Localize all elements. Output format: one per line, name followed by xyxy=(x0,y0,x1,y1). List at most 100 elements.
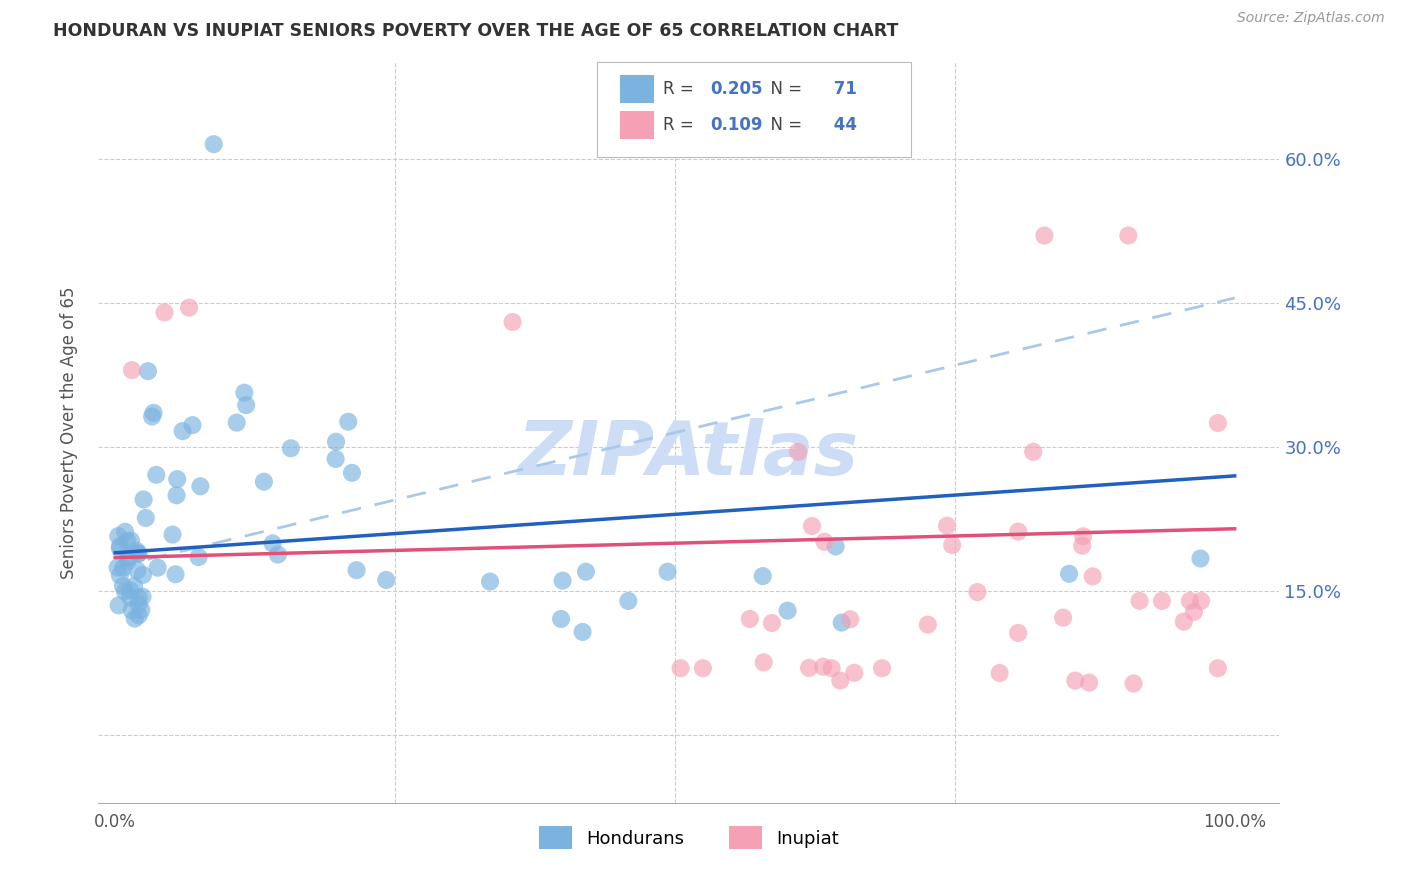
Point xyxy=(117,554,139,568)
Point xyxy=(830,673,852,688)
Point xyxy=(551,574,574,588)
Point xyxy=(121,603,143,617)
Point xyxy=(107,560,129,574)
Point xyxy=(1150,594,1173,608)
Point xyxy=(120,533,142,548)
Point xyxy=(128,608,150,623)
Point xyxy=(132,492,155,507)
Text: Source: ZipAtlas.com: Source: ZipAtlas.com xyxy=(1237,11,1385,25)
Point xyxy=(917,617,939,632)
Point xyxy=(121,363,143,377)
Point xyxy=(108,568,131,582)
Point xyxy=(1081,569,1104,583)
Point xyxy=(751,569,773,583)
Point xyxy=(127,547,149,561)
Point xyxy=(108,539,131,553)
Point xyxy=(111,579,134,593)
Text: N =: N = xyxy=(759,116,807,135)
Point xyxy=(824,540,846,554)
Text: HONDURAN VS INUPIAT SENIORS POVERTY OVER THE AGE OF 65 CORRELATION CHART: HONDURAN VS INUPIAT SENIORS POVERTY OVER… xyxy=(53,22,898,40)
Point xyxy=(870,661,893,675)
Point xyxy=(136,364,159,378)
Point xyxy=(253,475,276,489)
Point xyxy=(112,561,135,575)
Text: R =: R = xyxy=(664,80,699,98)
Point xyxy=(120,591,142,605)
Text: 0.205: 0.205 xyxy=(710,80,762,98)
Point xyxy=(181,418,204,433)
Text: ZIPAtlas: ZIPAtlas xyxy=(519,418,859,491)
Point xyxy=(166,472,188,486)
Point xyxy=(617,594,640,608)
Point xyxy=(135,511,157,525)
Point xyxy=(575,565,598,579)
Point xyxy=(233,385,256,400)
Point xyxy=(131,590,153,604)
Legend: Hondurans, Inupiat: Hondurans, Inupiat xyxy=(531,819,846,856)
Point xyxy=(172,424,194,438)
Point xyxy=(177,301,200,315)
Point xyxy=(325,434,347,449)
Point xyxy=(114,524,136,539)
Point xyxy=(127,598,149,612)
Point xyxy=(346,563,368,577)
Point xyxy=(107,599,129,613)
Point xyxy=(1078,675,1101,690)
FancyBboxPatch shape xyxy=(620,112,654,139)
Point xyxy=(1122,676,1144,690)
Point xyxy=(571,624,593,639)
Text: R =: R = xyxy=(664,116,699,135)
Point xyxy=(375,573,398,587)
Point xyxy=(1189,594,1212,608)
Point xyxy=(132,568,155,582)
Point xyxy=(1178,594,1201,608)
Point xyxy=(114,584,136,599)
Point xyxy=(1182,605,1205,619)
Text: 44: 44 xyxy=(828,116,858,135)
Point xyxy=(108,541,131,556)
Point xyxy=(966,585,988,599)
Point xyxy=(202,137,225,152)
Point xyxy=(797,661,820,675)
Point xyxy=(115,534,138,549)
Point xyxy=(125,544,148,558)
Point xyxy=(128,591,150,605)
Point xyxy=(1128,594,1150,608)
Point xyxy=(1007,626,1029,640)
Point xyxy=(1118,228,1140,243)
Point xyxy=(127,564,149,578)
Point xyxy=(669,661,692,675)
Point xyxy=(1007,524,1029,539)
Point xyxy=(550,612,572,626)
Point xyxy=(1206,416,1229,430)
Point xyxy=(118,582,141,597)
Point xyxy=(657,565,679,579)
Point xyxy=(761,615,783,630)
Point xyxy=(1071,539,1094,553)
Point xyxy=(811,659,834,673)
Point xyxy=(1022,445,1045,459)
Point xyxy=(800,519,823,533)
Point xyxy=(225,416,247,430)
Point xyxy=(988,665,1011,680)
Point xyxy=(776,604,799,618)
Text: N =: N = xyxy=(759,80,807,98)
Point xyxy=(1071,529,1094,543)
Point xyxy=(337,415,360,429)
Point xyxy=(738,612,761,626)
Point xyxy=(502,315,524,329)
Point xyxy=(692,661,714,675)
Point xyxy=(187,550,209,565)
Point xyxy=(235,398,257,412)
Point xyxy=(1206,661,1229,675)
Point xyxy=(141,409,163,424)
Point xyxy=(1189,551,1212,566)
Point xyxy=(787,445,810,459)
Point xyxy=(117,550,139,565)
Point xyxy=(153,305,176,319)
Point xyxy=(839,612,862,626)
Point xyxy=(124,611,146,625)
FancyBboxPatch shape xyxy=(620,75,654,103)
Point xyxy=(190,479,212,493)
Point xyxy=(145,467,167,482)
